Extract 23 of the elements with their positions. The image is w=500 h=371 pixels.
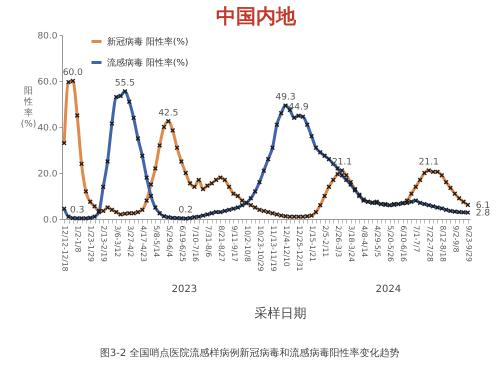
data-label: 60.0 bbox=[62, 68, 84, 78]
data-label: 0.2 bbox=[178, 206, 193, 216]
text: 2024 bbox=[376, 284, 402, 295]
data-label: 2.8 bbox=[476, 208, 490, 219]
x-axis-title: 采样日期 bbox=[254, 306, 306, 322]
y-tick-label: 80.0 bbox=[37, 32, 58, 42]
data-label: 55.5 bbox=[114, 78, 135, 88]
data-label: 21.1 bbox=[332, 157, 352, 168]
data-label: 44.9 bbox=[288, 102, 309, 113]
caption: 图3-2 全国哨点医院流感样病例新冠病毒和流感病毒阳性率变化趋势 bbox=[100, 347, 400, 359]
y-tick-label: 40.0 bbox=[37, 124, 58, 134]
data-label: 49.3 bbox=[276, 92, 296, 103]
data-label: 0.3 bbox=[70, 205, 84, 216]
y-tick-label: 0.0 bbox=[43, 216, 58, 226]
y-axis-title: 阳性率(%) bbox=[20, 86, 36, 130]
data-label: 42.5 bbox=[158, 108, 178, 118]
legend-label: 流感病毒 阳性率(%) bbox=[107, 58, 188, 68]
text: 2023 bbox=[172, 284, 198, 295]
legend-label: 新冠病毒 阳性率(%) bbox=[107, 36, 188, 48]
y-tick-label: 20.0 bbox=[37, 170, 58, 180]
data-label: 21.1 bbox=[418, 157, 439, 168]
chart-title: 中国内地 bbox=[216, 4, 297, 28]
y-tick-label: 60.0 bbox=[37, 78, 58, 88]
